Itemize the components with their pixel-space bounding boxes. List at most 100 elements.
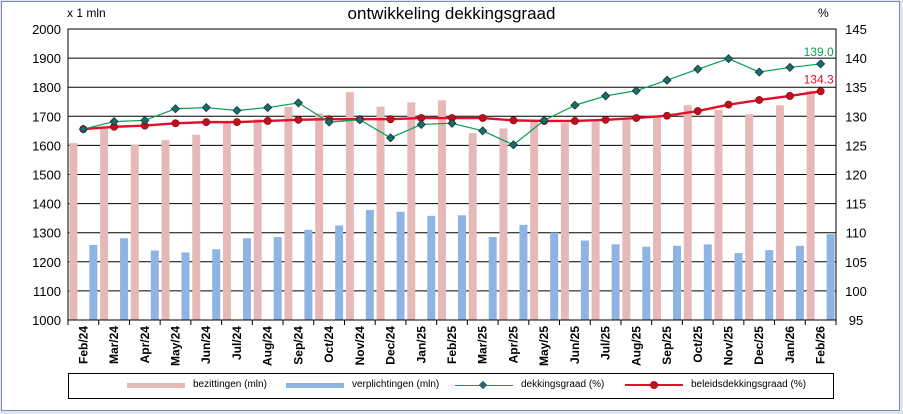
chart-title: ontwikkeling dekkingsgraad	[347, 4, 556, 23]
point-dekkingsgraad	[355, 115, 365, 125]
bar-verplichtingen	[703, 244, 712, 320]
point-beleidsdekkingsgraad	[202, 118, 211, 127]
point-dekkingsgraad	[785, 62, 795, 72]
x-tick-label: Jan/26	[783, 326, 797, 364]
x-tick-label: Aug/25	[629, 326, 643, 366]
x-tick-label: May/24	[169, 326, 183, 366]
y-right-tick-label: 135	[845, 80, 867, 95]
point-beleidsdekkingsgraad	[171, 119, 180, 128]
bar-verplichtingen	[273, 237, 282, 320]
x-tick-label: Dec/25	[752, 326, 766, 365]
y-right-tick-label: 140	[845, 51, 867, 66]
point-beleidsdekkingsgraad	[386, 115, 395, 124]
y-right-tick-label: 125	[845, 138, 867, 153]
bar-bezittingen	[775, 105, 784, 320]
bar-bezittingen	[161, 140, 170, 320]
bar-bezittingen	[714, 109, 723, 320]
legend-swatch-verplichtingen	[286, 383, 344, 388]
y-left-tick-label: 1000	[32, 313, 61, 328]
point-beleidsdekkingsgraad	[263, 117, 272, 125]
bar-bezittingen	[130, 144, 139, 320]
point-dekkingsgraad	[570, 100, 580, 110]
point-beleidsdekkingsgraad	[601, 115, 610, 124]
point-dekkingsgraad	[201, 103, 211, 113]
x-tick-label: Oct/24	[322, 326, 336, 363]
x-tick-label: Jun/24	[199, 326, 213, 364]
point-dekkingsgraad	[662, 75, 672, 85]
y-right-tick-label: 130	[845, 109, 867, 124]
plot-border	[67, 28, 837, 321]
point-beleidsdekkingsgraad	[233, 118, 241, 127]
point-beleidsdekkingsgraad	[509, 116, 518, 125]
point-dekkingsgraad	[416, 119, 426, 130]
bar-verplichtingen	[427, 215, 436, 320]
point-dekkingsgraad	[232, 105, 242, 116]
bar-verplichtingen	[765, 250, 774, 320]
bar-bezittingen	[407, 102, 416, 320]
bar-bezittingen	[530, 119, 539, 321]
bar-bezittingen	[192, 134, 201, 320]
bar-bezittingen	[438, 100, 446, 320]
point-dekkingsgraad	[508, 140, 519, 150]
bar-bezittingen	[315, 113, 324, 320]
point-beleidsdekkingsgraad	[786, 92, 794, 100]
bar-bezittingen	[591, 119, 600, 321]
y-right-tick-label: 105	[845, 255, 867, 270]
point-dekkingsgraad	[754, 67, 764, 77]
point-dekkingsgraad	[723, 54, 734, 64]
bar-verplichtingen	[120, 238, 129, 320]
x-tick-label: Dec/24	[384, 326, 398, 365]
data-label-beleidsdekkingsgraad: 134.3	[804, 72, 834, 86]
y-right-tick-label: 95	[849, 313, 863, 328]
legend-label-beleidsdekkingsgraad: beleidsdekkingsgraad (%)	[691, 379, 807, 390]
bar-bezittingen	[560, 122, 569, 321]
point-beleidsdekkingsgraad	[294, 115, 303, 124]
point-beleidsdekkingsgraad	[632, 114, 641, 122]
bar-verplichtingen	[826, 234, 835, 320]
x-tick-label: Feb/25	[445, 326, 459, 364]
data-label-dekkingsgraad: 139.0	[804, 45, 834, 59]
x-tick-label: Feb/24	[76, 326, 90, 364]
point-dekkingsgraad	[324, 117, 334, 127]
bar-verplichtingen	[181, 252, 190, 320]
bar-verplichtingen	[642, 246, 651, 320]
y-right-tick-label: 100	[845, 284, 867, 299]
bar-verplichtingen	[795, 245, 804, 320]
y-left-tick-label: 1900	[32, 51, 61, 66]
point-dekkingsgraad	[263, 103, 273, 113]
point-beleidsdekkingsgraad	[816, 87, 825, 96]
x-tick-label: Oct/25	[691, 326, 705, 363]
y-left-tick-label: 1200	[32, 255, 61, 270]
point-dekkingsgraad	[693, 64, 703, 74]
y-left-tick-label: 1100	[33, 284, 61, 299]
bar-bezittingen	[622, 119, 631, 321]
x-tick-label: Apr/24	[138, 326, 152, 364]
bar-verplichtingen	[519, 224, 528, 320]
bar-bezittingen	[468, 133, 477, 320]
point-dekkingsgraad	[385, 133, 396, 143]
x-tick-label: Jul/25	[599, 326, 613, 360]
bar-verplichtingen	[335, 225, 344, 320]
y-right-tick-label: 110	[846, 226, 867, 241]
y-left-tick-label: 1600	[32, 138, 61, 153]
y-right-tick-label: 145	[845, 22, 867, 37]
x-tick-label: Sep/25	[660, 326, 674, 365]
bar-verplichtingen	[365, 210, 374, 320]
point-dekkingsgraad	[631, 86, 641, 96]
bar-verplichtingen	[673, 245, 682, 320]
point-beleidsdekkingsgraad	[693, 107, 702, 115]
x-tick-label: Feb/26	[814, 326, 828, 364]
bar-verplichtingen	[150, 250, 159, 320]
point-dekkingsgraad	[78, 124, 88, 134]
bar-bezittingen	[222, 122, 231, 321]
x-tick-label: Apr/25	[506, 326, 520, 364]
bar-verplichtingen	[304, 229, 313, 320]
bar-verplichtingen	[580, 240, 589, 320]
right-axis-unit: %	[818, 6, 829, 20]
bar-verplichtingen	[212, 249, 221, 320]
point-dekkingsgraad	[816, 59, 826, 69]
bar-bezittingen	[745, 114, 754, 320]
bar-bezittingen	[100, 127, 109, 320]
point-dekkingsgraad	[447, 118, 457, 128]
